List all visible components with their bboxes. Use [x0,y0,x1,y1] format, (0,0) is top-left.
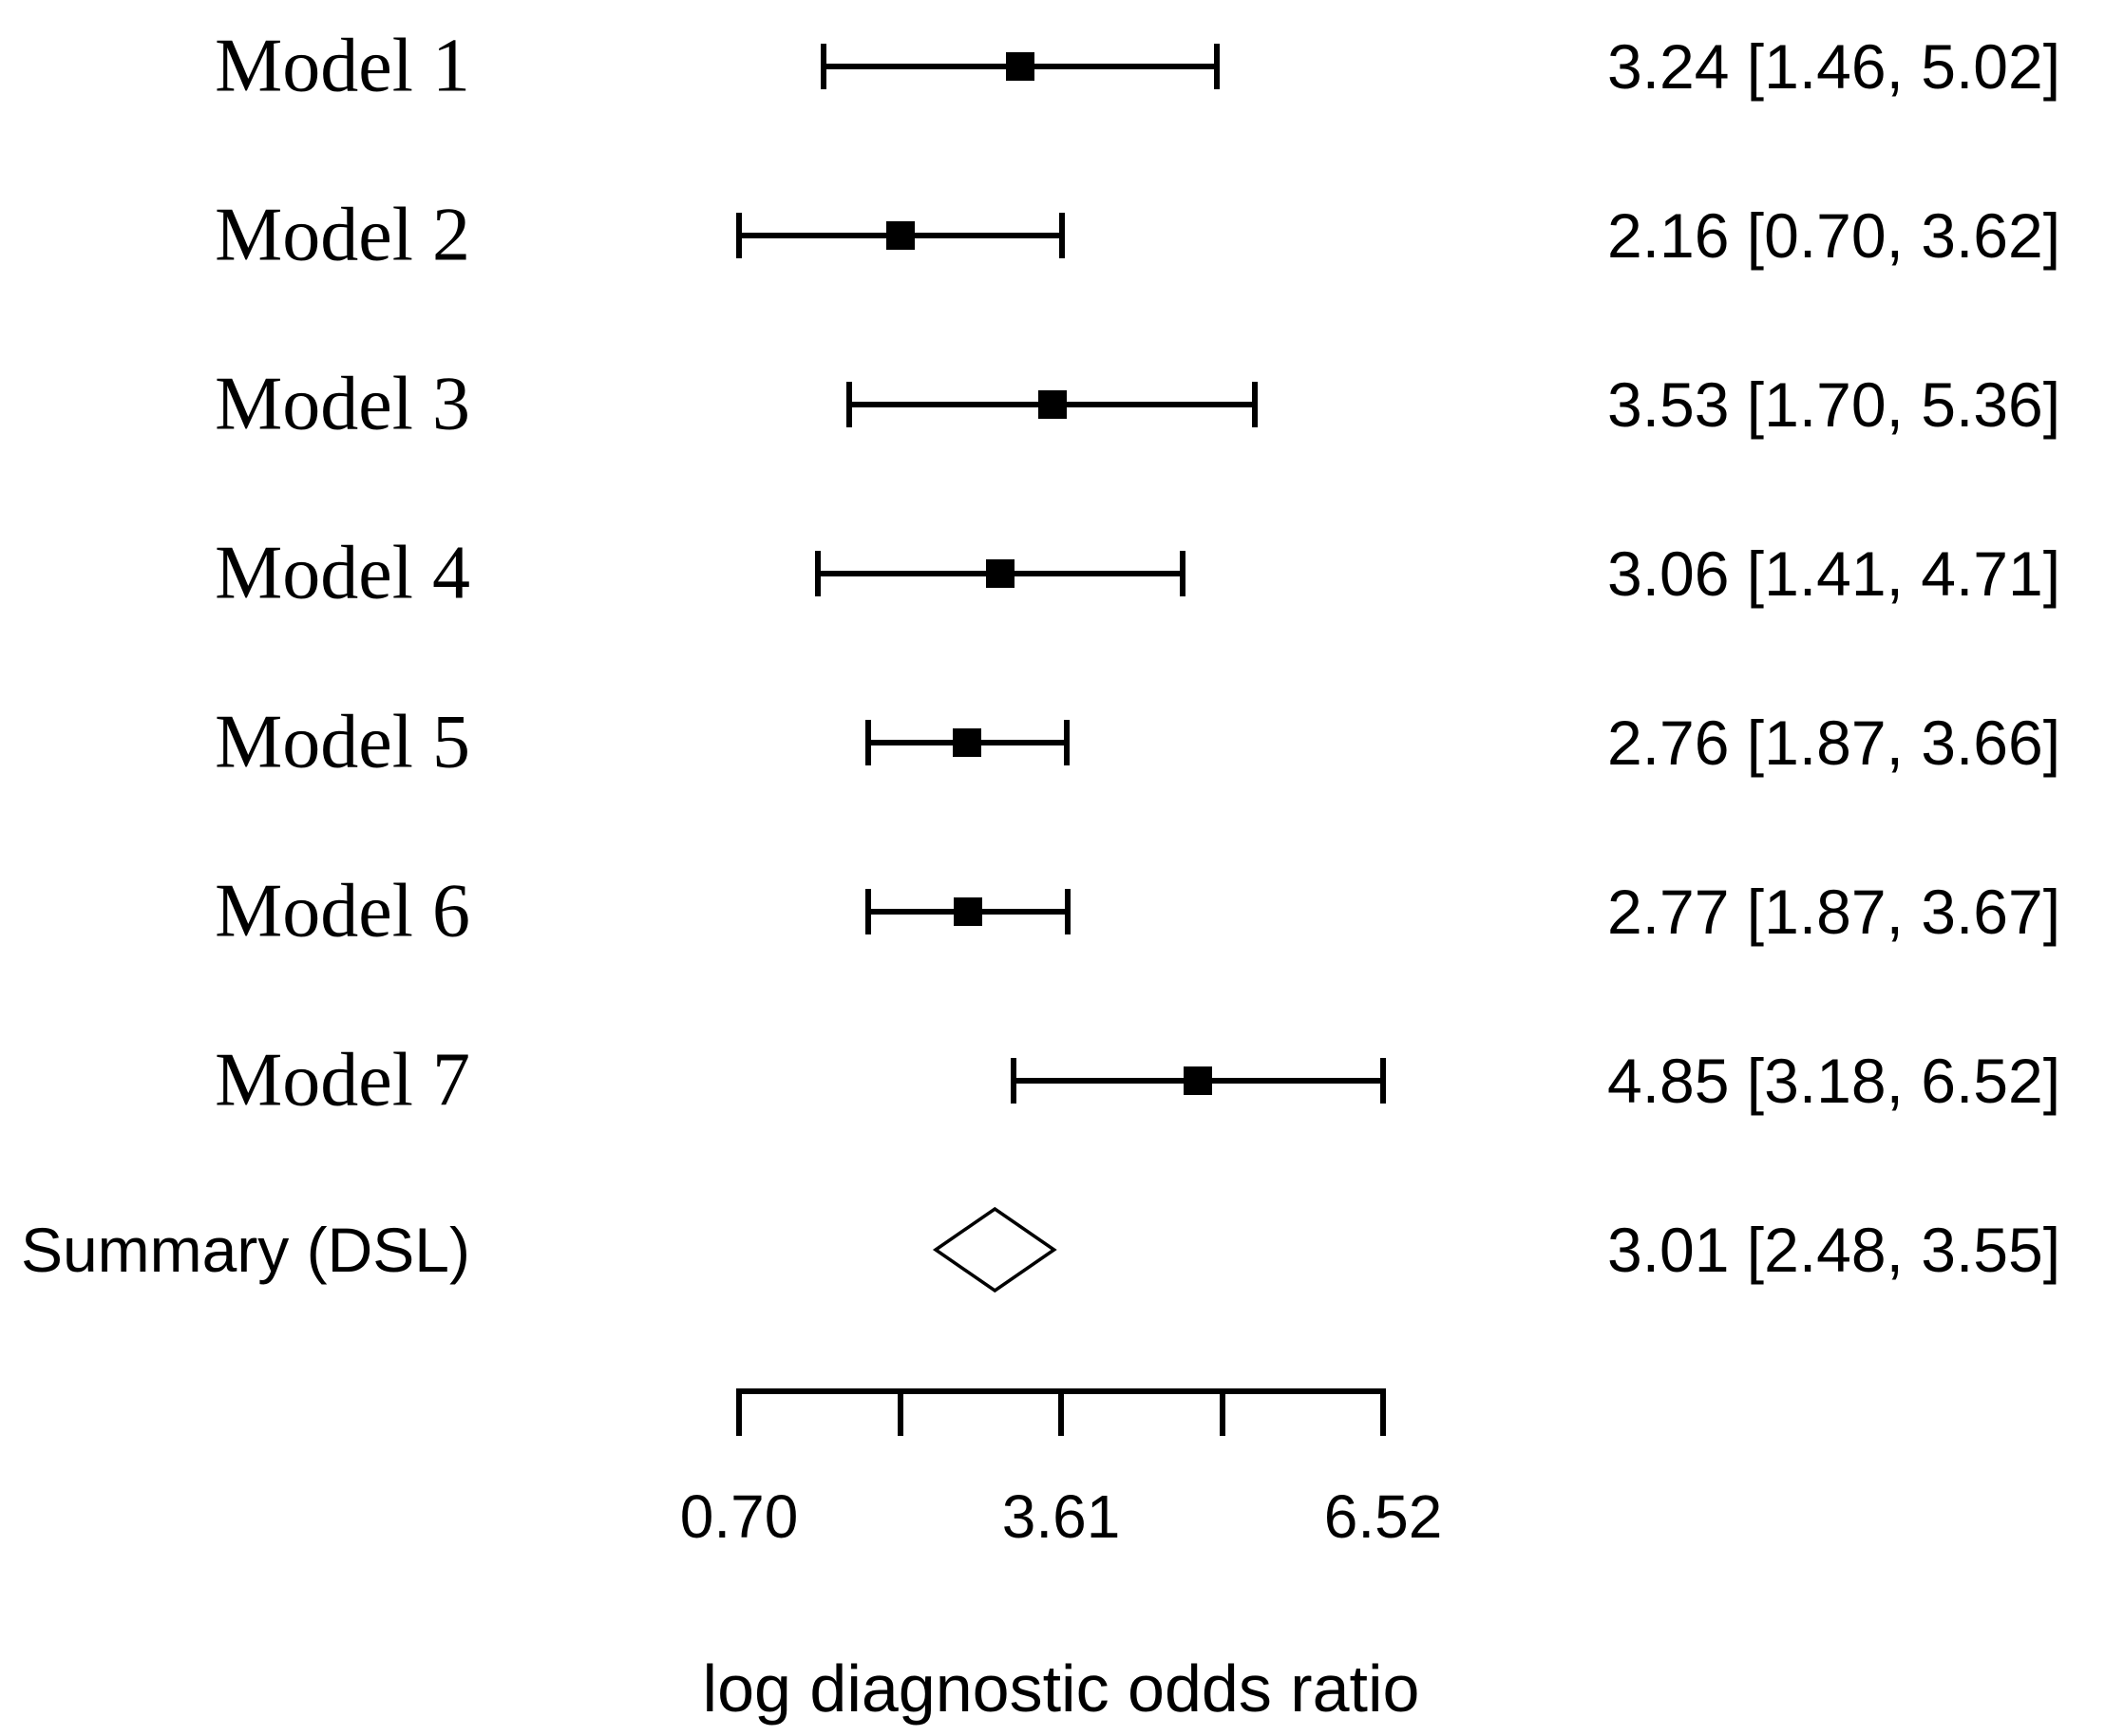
x-axis-tick [736,1388,742,1436]
model-row-label: Model 7 [215,1038,470,1123]
ci-cap-lower [865,889,872,934]
ci-cap-upper [1180,551,1186,596]
estimate-square [886,221,916,250]
ci-cap-lower [1010,1058,1016,1104]
ci-cap-upper [1380,1058,1386,1104]
x-axis-tick [1058,1388,1064,1436]
x-axis-tick-label: 6.52 [1323,1482,1443,1551]
model-row-label: Model 3 [215,362,470,446]
estimate-ci-value: 3.53 [1.70, 5.36] [1607,369,2061,440]
x-axis-title: log diagnostic odds ratio [702,1651,1420,1726]
estimate-square [1184,1066,1213,1095]
model-row-label: Model 1 [215,24,470,108]
estimate-ci-value: 3.24 [1.46, 5.02] [1607,31,2061,102]
ci-cap-upper [1063,720,1070,765]
model-row-label: Model 6 [215,869,470,953]
estimate-square [954,897,983,926]
estimate-ci-value: 3.06 [1.41, 4.71] [1607,538,2061,609]
estimate-ci-value: 4.85 [3.18, 6.52] [1607,1046,2061,1116]
estimate-square [1005,52,1034,81]
model-row-label: Model 2 [215,193,470,277]
x-axis-tick [897,1388,903,1436]
estimate-square [985,559,1015,588]
ci-cap-upper [1251,382,1258,427]
estimate-ci-value: 2.77 [1.87, 3.67] [1607,877,2061,947]
model-row-label: Model 5 [215,700,470,784]
x-axis-tick [1380,1388,1386,1436]
ci-cap-lower [820,44,826,89]
ci-cap-upper [1059,213,1066,258]
model-row-label: Model 4 [215,531,470,615]
ci-cap-lower [736,213,742,258]
ci-cap-lower [865,720,872,765]
ci-cap-lower [846,382,853,427]
x-axis-tick-label: 3.61 [1001,1482,1121,1551]
estimate-square [1037,390,1067,419]
ci-cap-lower [814,551,821,596]
summary-diamond [933,1206,1058,1293]
x-axis-tick [1219,1388,1225,1436]
ci-cap-upper [1214,44,1221,89]
estimate-square [952,728,981,757]
estimate-ci-value: 2.16 [0.70, 3.62] [1607,200,2061,271]
estimate-ci-value: 3.01 [2.48, 3.55] [1607,1215,2061,1285]
summary-row-label: Summary (DSL) [20,1215,470,1285]
estimate-ci-value: 2.76 [1.87, 3.66] [1607,708,2061,778]
x-axis-tick-label: 0.70 [679,1482,799,1551]
ci-cap-upper [1064,889,1071,934]
